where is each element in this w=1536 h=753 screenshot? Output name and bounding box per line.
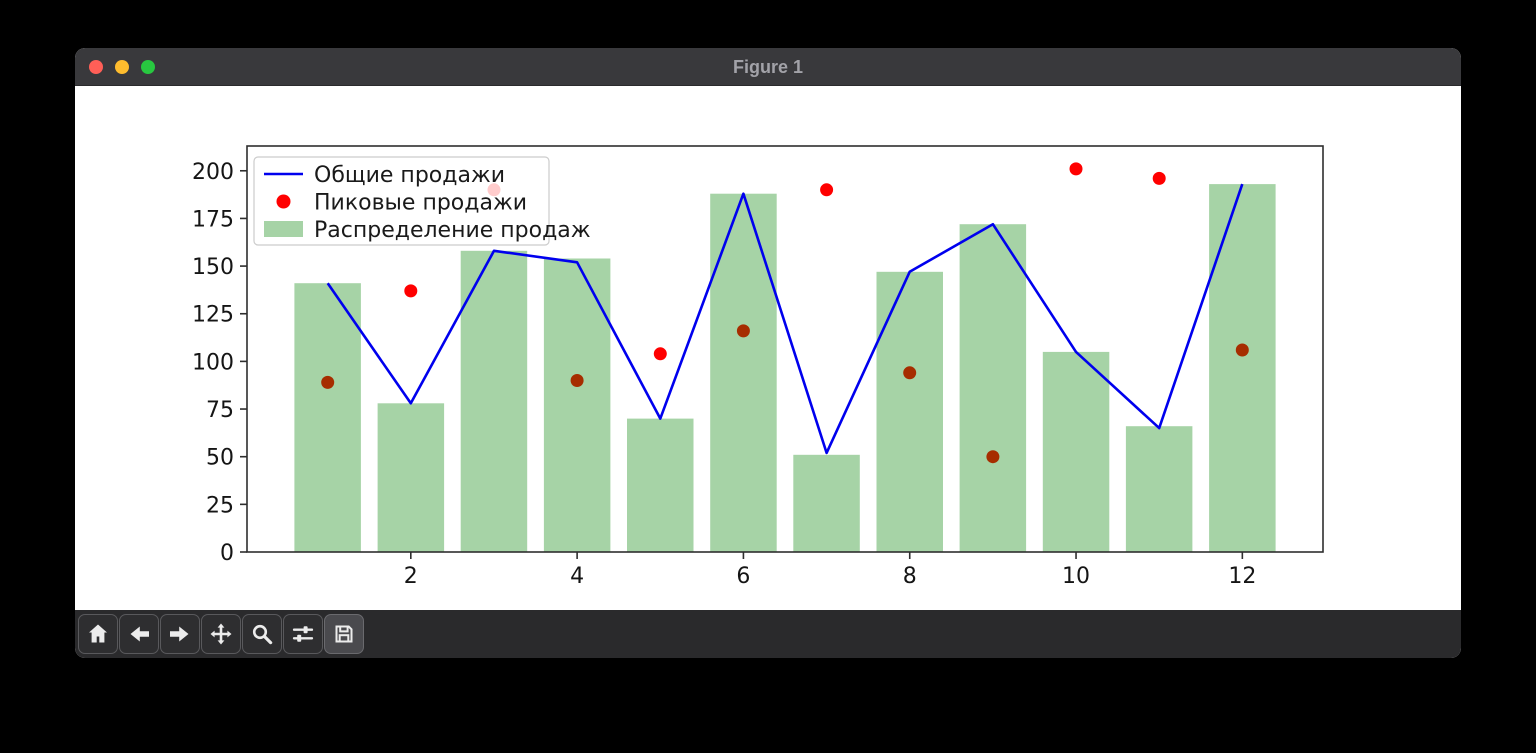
legend-label: Общие продажи: [314, 163, 505, 188]
y-tick-label: 100: [192, 350, 234, 375]
minimize-button[interactable]: [115, 60, 129, 74]
x-tick-label: 2: [404, 564, 418, 589]
y-tick-label: 125: [192, 303, 234, 328]
bar: [1125, 426, 1193, 552]
axes-frame: [246, 145, 1324, 553]
save-floppy-icon: [335, 625, 353, 643]
window-controls: [89, 48, 155, 86]
y-tick-label: 175: [192, 207, 234, 232]
pan-move-button[interactable]: [201, 614, 241, 654]
forward-arrow-icon: [170, 626, 189, 642]
pan-move-icon: [210, 623, 232, 645]
bar: [1042, 351, 1110, 552]
figure-canvas[interactable]: 2 4 6 8 10 12 0 25 50 75 100 125 150 175 200 Общие прод…: [75, 86, 1461, 610]
scatter-point: [1069, 162, 1083, 176]
y-tick-label: 0: [220, 541, 234, 566]
scatter-point: [653, 347, 667, 361]
zoom-magnifier-button[interactable]: [242, 614, 282, 654]
y-tick-label: 150: [192, 255, 234, 280]
navigation-toolbar: [75, 610, 1461, 658]
legend-box: [253, 156, 550, 246]
x-tick-label: 12: [1228, 564, 1256, 589]
bar: [959, 224, 1027, 552]
legend: Общие продажи Пиковые продажиРаспределени…: [253, 156, 591, 246]
x-axis: 2 4 6 8 10 12: [404, 552, 1256, 589]
plot-area: 2 4 6 8 10 12 0 25 50 75 100 125 150 175 200 Общие прод…: [192, 145, 1324, 589]
x-tick-label: 10: [1062, 564, 1090, 589]
scatter-point: [1235, 343, 1249, 357]
legend-label: Пиковые продажи: [314, 191, 527, 216]
y-tick-label: 200: [192, 160, 234, 185]
y-tick-label: 50: [206, 446, 234, 471]
sales-distribution-bars: [294, 184, 1276, 553]
back-arrow-icon: [130, 626, 149, 642]
bar: [543, 258, 611, 552]
figure-window: Figure 1 2 4 6 8 10 12 0 25 50 75 100 125 150 175 200 О…: [75, 48, 1461, 658]
y-tick-label: 25: [206, 493, 234, 518]
legend-patch-sample: [264, 221, 303, 237]
forward-arrow-button[interactable]: [160, 614, 200, 654]
x-tick-label: 6: [736, 564, 750, 589]
scatter-point: [404, 284, 418, 298]
y-tick-label: 75: [206, 398, 234, 423]
axes: 2 4 6 8 10 12 0 25 50 75 100 125 150 175 200: [192, 145, 1324, 589]
legend-marker-sample: [276, 194, 291, 209]
bar: [876, 271, 943, 552]
window-title: Figure 1: [732, 57, 803, 77]
scatter-point: [986, 450, 1000, 464]
x-tick-label: 8: [903, 564, 917, 589]
zoom-magnifier-icon: [252, 624, 273, 645]
home-icon: [89, 624, 107, 643]
x-tick-label: 4: [570, 564, 584, 589]
scatter-point: [1152, 171, 1166, 185]
scatter-point: [570, 374, 584, 387]
save-floppy-button[interactable]: [324, 614, 364, 654]
bar: [793, 454, 860, 552]
home-button[interactable]: [78, 614, 118, 654]
bar: [377, 403, 445, 552]
subplot-sliders-button[interactable]: [283, 614, 323, 654]
scatter-point: [321, 375, 335, 389]
bar: [460, 250, 528, 553]
legend-label: Распределение продаж: [314, 218, 591, 243]
bar: [294, 283, 361, 552]
maximize-button[interactable]: [141, 60, 155, 74]
back-arrow-button[interactable]: [119, 614, 159, 654]
peak-sales-scatter: [321, 162, 1249, 464]
subplot-sliders-icon: [292, 626, 314, 642]
bar: [1209, 184, 1276, 552]
scatter-point: [736, 324, 750, 338]
scatter-point: [820, 183, 834, 197]
y-axis: 0 25 50 75 100 125 150 175 200: [192, 160, 247, 566]
bar: [627, 418, 694, 552]
bar: [710, 193, 777, 552]
titlebar[interactable]: Figure 1: [75, 48, 1461, 86]
scatter-point: [903, 366, 917, 380]
total-sales-line: [326, 183, 1244, 455]
close-button[interactable]: [89, 60, 103, 74]
